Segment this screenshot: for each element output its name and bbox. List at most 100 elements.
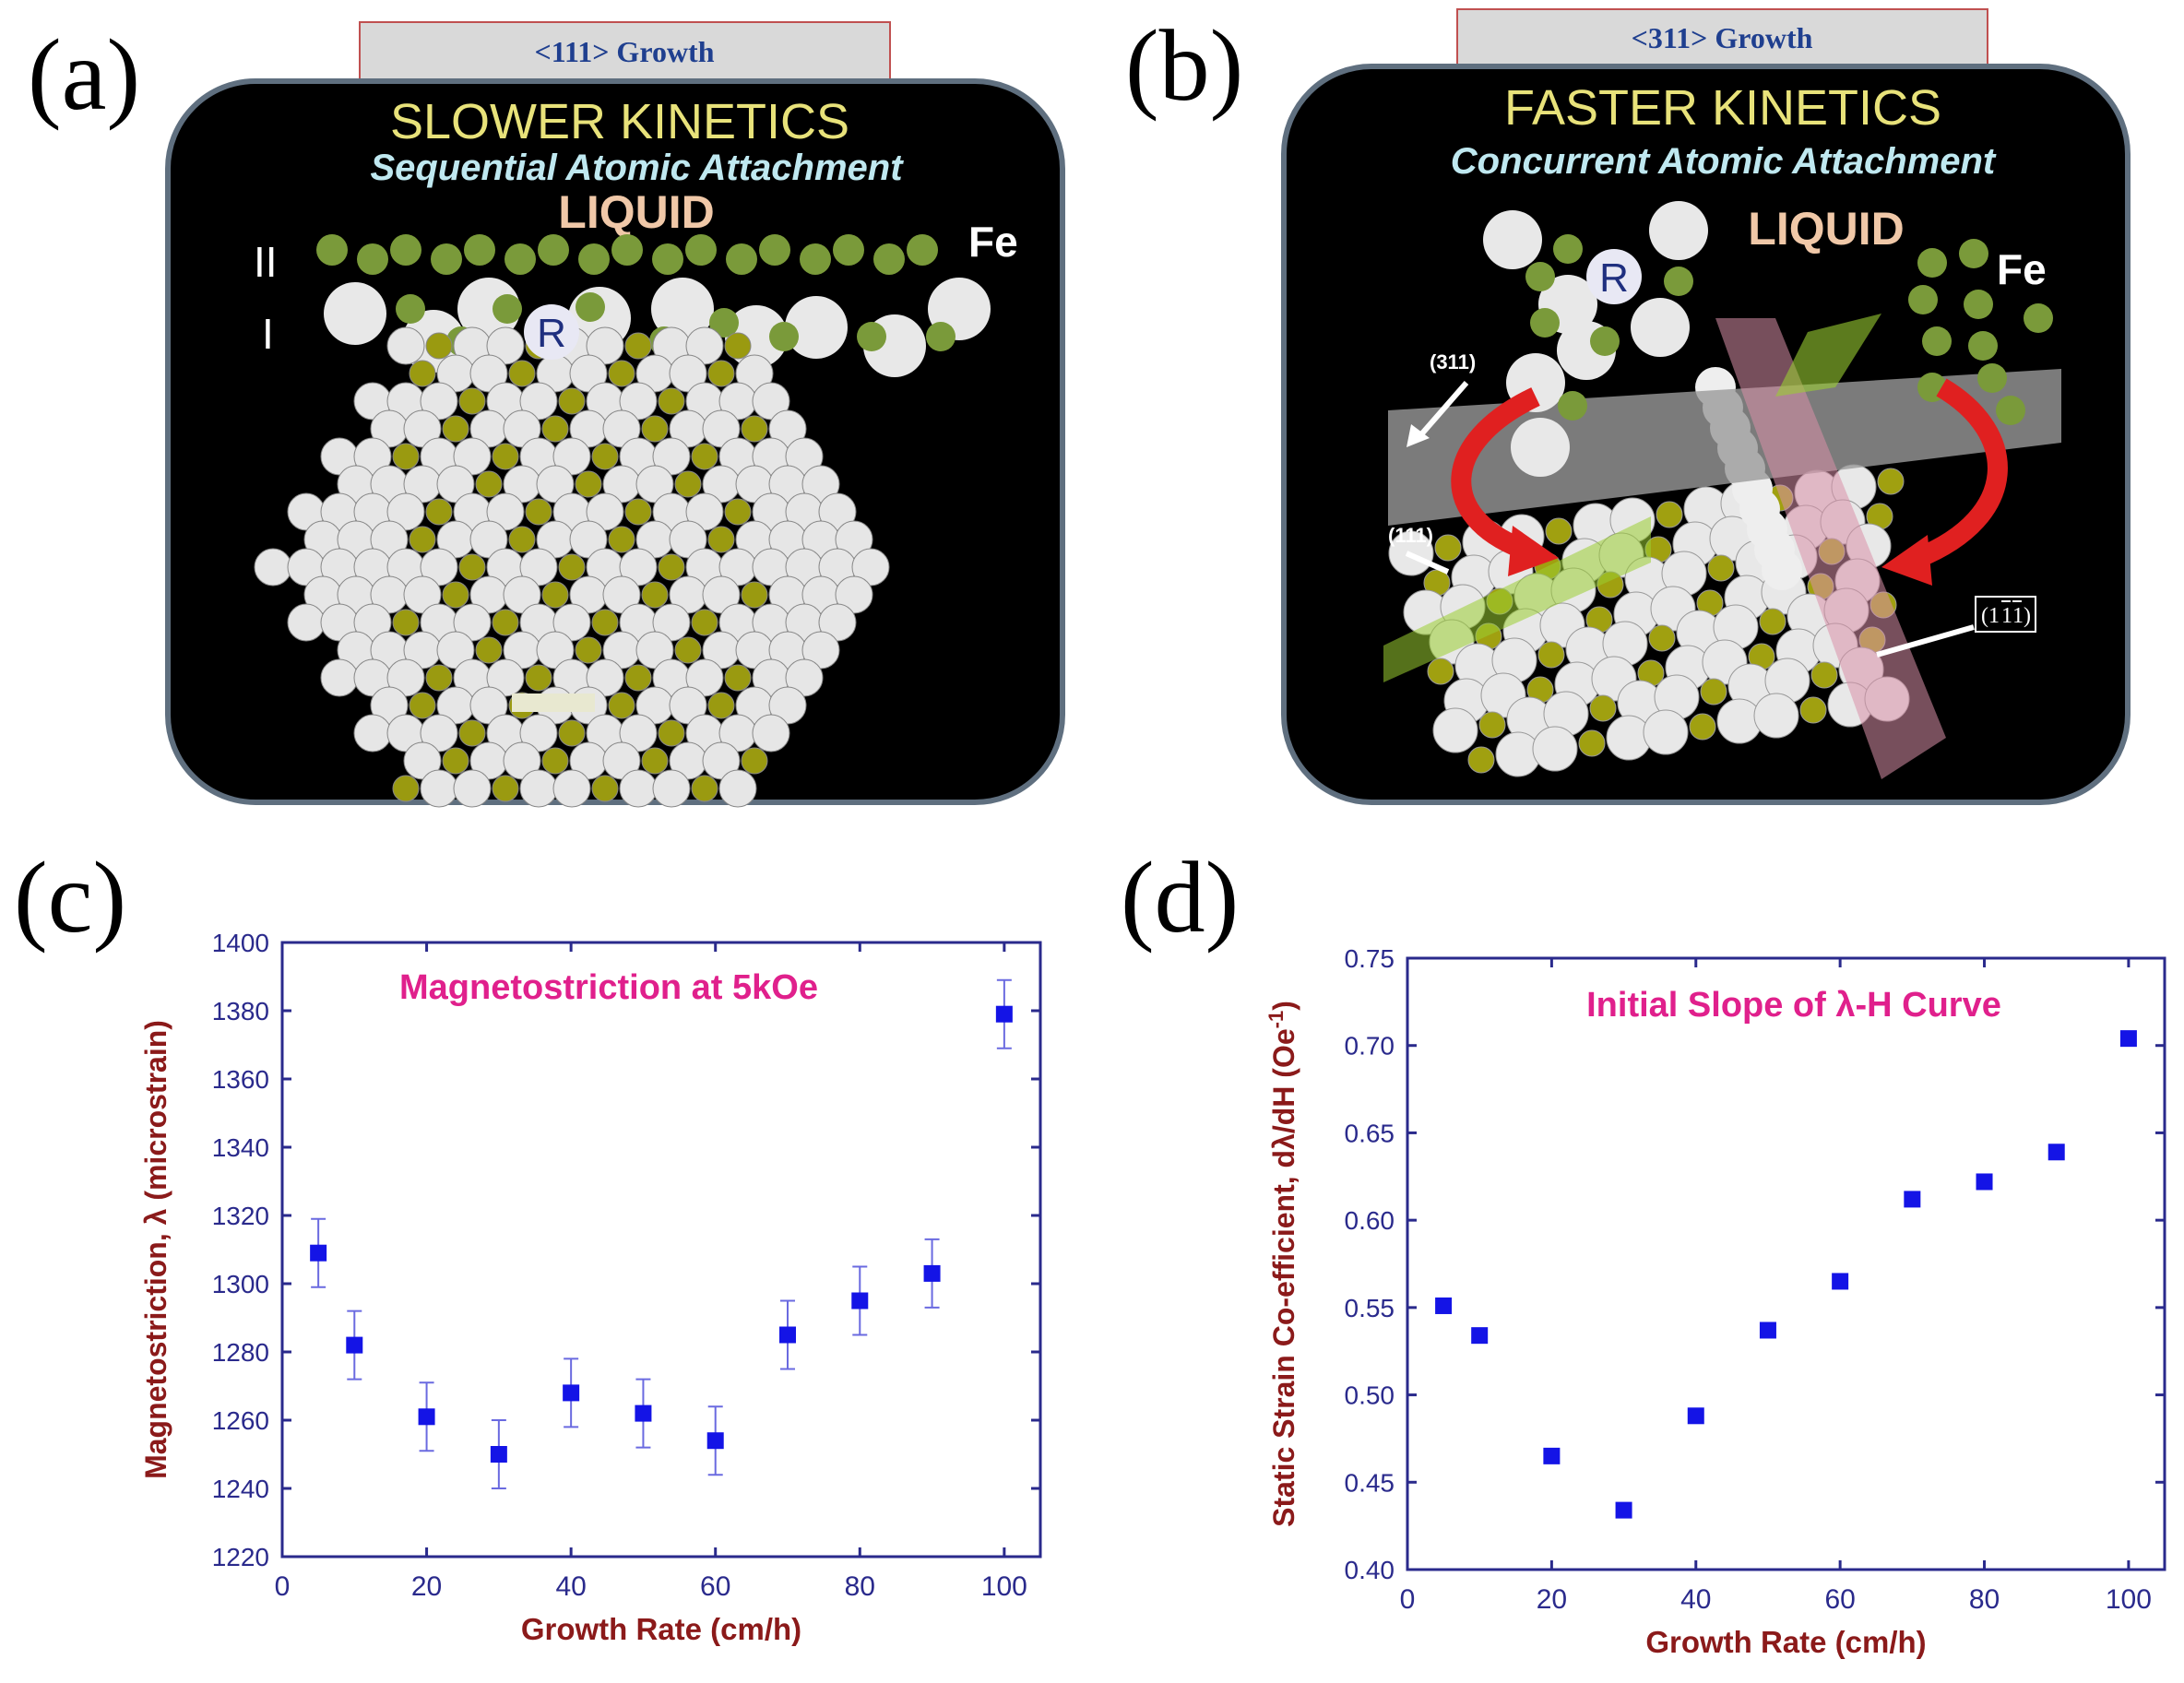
lattice-atom <box>569 520 608 559</box>
panel-a-title: SLOWER KINETICS <box>390 94 849 149</box>
y-tick-label: 1380 <box>212 997 269 1025</box>
fe-atom <box>1908 285 1938 314</box>
dopant-atom <box>624 498 652 526</box>
panel-b-title: FASTER KINETICS <box>1504 80 1941 136</box>
fe-atom <box>464 234 495 266</box>
y-axis-label: Magnetostriction, λ (microstrain) <box>139 1020 172 1479</box>
fe-atom <box>926 322 956 351</box>
fe-atom <box>1959 239 1988 268</box>
lattice-atom <box>835 575 873 614</box>
r-atom <box>1631 298 1690 357</box>
dopant-atom <box>608 526 635 553</box>
lattice-atom <box>735 354 774 393</box>
panel-b-arrow-311 <box>1413 381 1469 443</box>
plot-frame <box>1406 956 2166 1571</box>
panel-b-plane-1bar1bar1 <box>1715 318 1946 779</box>
fe-atom <box>1553 234 1583 264</box>
lattice-atom <box>619 769 658 808</box>
lattice-atom <box>669 520 707 559</box>
x-axis-label: Growth Rate (cm/h) <box>1645 1625 1926 1659</box>
fe-atom <box>833 234 864 266</box>
dopant-atom <box>1545 517 1573 545</box>
dopant-atom <box>724 664 752 692</box>
y-tick-label: 0.65 <box>1345 1119 1395 1147</box>
r-atom <box>1649 201 1708 260</box>
lattice-atom <box>503 575 541 614</box>
dopant-atom <box>591 443 619 470</box>
panel-b-label-311: (311) <box>1430 350 1476 373</box>
y-tick-label: 1240 <box>212 1475 269 1503</box>
lattice-atom <box>519 714 558 753</box>
y-tick-label: 0.50 <box>1345 1381 1395 1410</box>
lattice-atom <box>486 658 525 697</box>
panel-a-layer-ii: II <box>254 238 278 286</box>
dopant-atom <box>492 443 519 470</box>
lattice-atom <box>569 354 608 393</box>
data-point <box>995 1005 1013 1023</box>
data-point <box>346 1336 363 1354</box>
fe-atom <box>493 294 522 324</box>
dopant-atom <box>425 664 453 692</box>
panel-b-letter: (b) <box>1125 9 1243 122</box>
r-atom <box>651 278 714 340</box>
r-atom <box>324 282 386 345</box>
x-tick-label: 100 <box>2106 1584 2152 1615</box>
dopant-atom <box>1467 746 1495 774</box>
dopant-atom <box>409 526 436 553</box>
lattice-atom <box>486 492 525 531</box>
y-tick-label: 1300 <box>212 1270 269 1298</box>
fe-atom <box>504 243 536 275</box>
lattice-atom <box>1432 707 1478 753</box>
panel-b-tab-label: <311> Growth <box>1632 21 1813 54</box>
dopant-atom <box>409 360 436 387</box>
chart-title: Initial Slope of λ-H Curve <box>1586 986 2001 1025</box>
lattice-atom <box>652 769 691 808</box>
lattice-atom <box>403 741 442 780</box>
fe-atom <box>611 234 643 266</box>
lattice-atom <box>752 714 790 753</box>
lattice-atom <box>619 548 658 587</box>
r-atom <box>1511 418 1570 477</box>
panel-a-fe-label: Fe <box>968 218 1018 266</box>
panel-a-r-label: R <box>537 311 566 356</box>
y-axis-label-superscript: -1 <box>1264 1011 1288 1029</box>
lattice-atom <box>420 769 458 808</box>
dopant-atom <box>1537 641 1565 669</box>
lattice-atom <box>403 575 442 614</box>
dopant-atom <box>624 332 652 360</box>
dopant-atom <box>475 636 503 664</box>
panel-a-tab <box>359 21 891 80</box>
data-point <box>1435 1297 1453 1314</box>
fe-atom <box>316 234 348 266</box>
lattice-atom <box>420 382 458 421</box>
dopant-atom <box>608 692 635 719</box>
panel-a-crystal-cluster <box>254 326 890 808</box>
lattice-atom <box>254 548 292 587</box>
dopant-atom <box>575 636 602 664</box>
data-point <box>1904 1191 1921 1208</box>
lattice-atom <box>669 354 707 393</box>
lattice-atom <box>851 548 890 587</box>
panel-b-arrow-1bar1bar1 <box>1876 624 1975 658</box>
fe-atom <box>769 322 799 351</box>
lattice-atom <box>519 382 558 421</box>
panel-d-letter: (d) <box>1121 841 1239 954</box>
panel-a-inset-label <box>512 693 595 712</box>
dopant-atom <box>1589 694 1617 722</box>
panel-b-label-111: (111) <box>1388 524 1433 547</box>
y-tick-label: 0.55 <box>1345 1294 1395 1322</box>
dopant-atom <box>1877 468 1905 495</box>
dopant-atom <box>1810 661 1838 689</box>
fe-atom <box>576 292 605 322</box>
fe-atom <box>1922 326 1952 356</box>
panel-b: (b) <311> Growth FASTER KINETICS Concurr… <box>1125 8 2131 805</box>
dopant-atom <box>691 443 718 470</box>
dopant-atom <box>691 609 718 636</box>
lattice-atom <box>718 769 757 808</box>
lattice-atom <box>403 409 442 448</box>
y-axis-label: Static Strain Co-efficient, dλ/dH (Oe-1) <box>1264 1001 1300 1527</box>
panel-b-arrow-111 <box>1405 551 1450 575</box>
data-point <box>779 1326 796 1344</box>
y-axis-label-main: Static Strain Co-efficient, dλ/dH (Oe <box>1267 1028 1300 1527</box>
fe-atom <box>1977 363 2007 393</box>
